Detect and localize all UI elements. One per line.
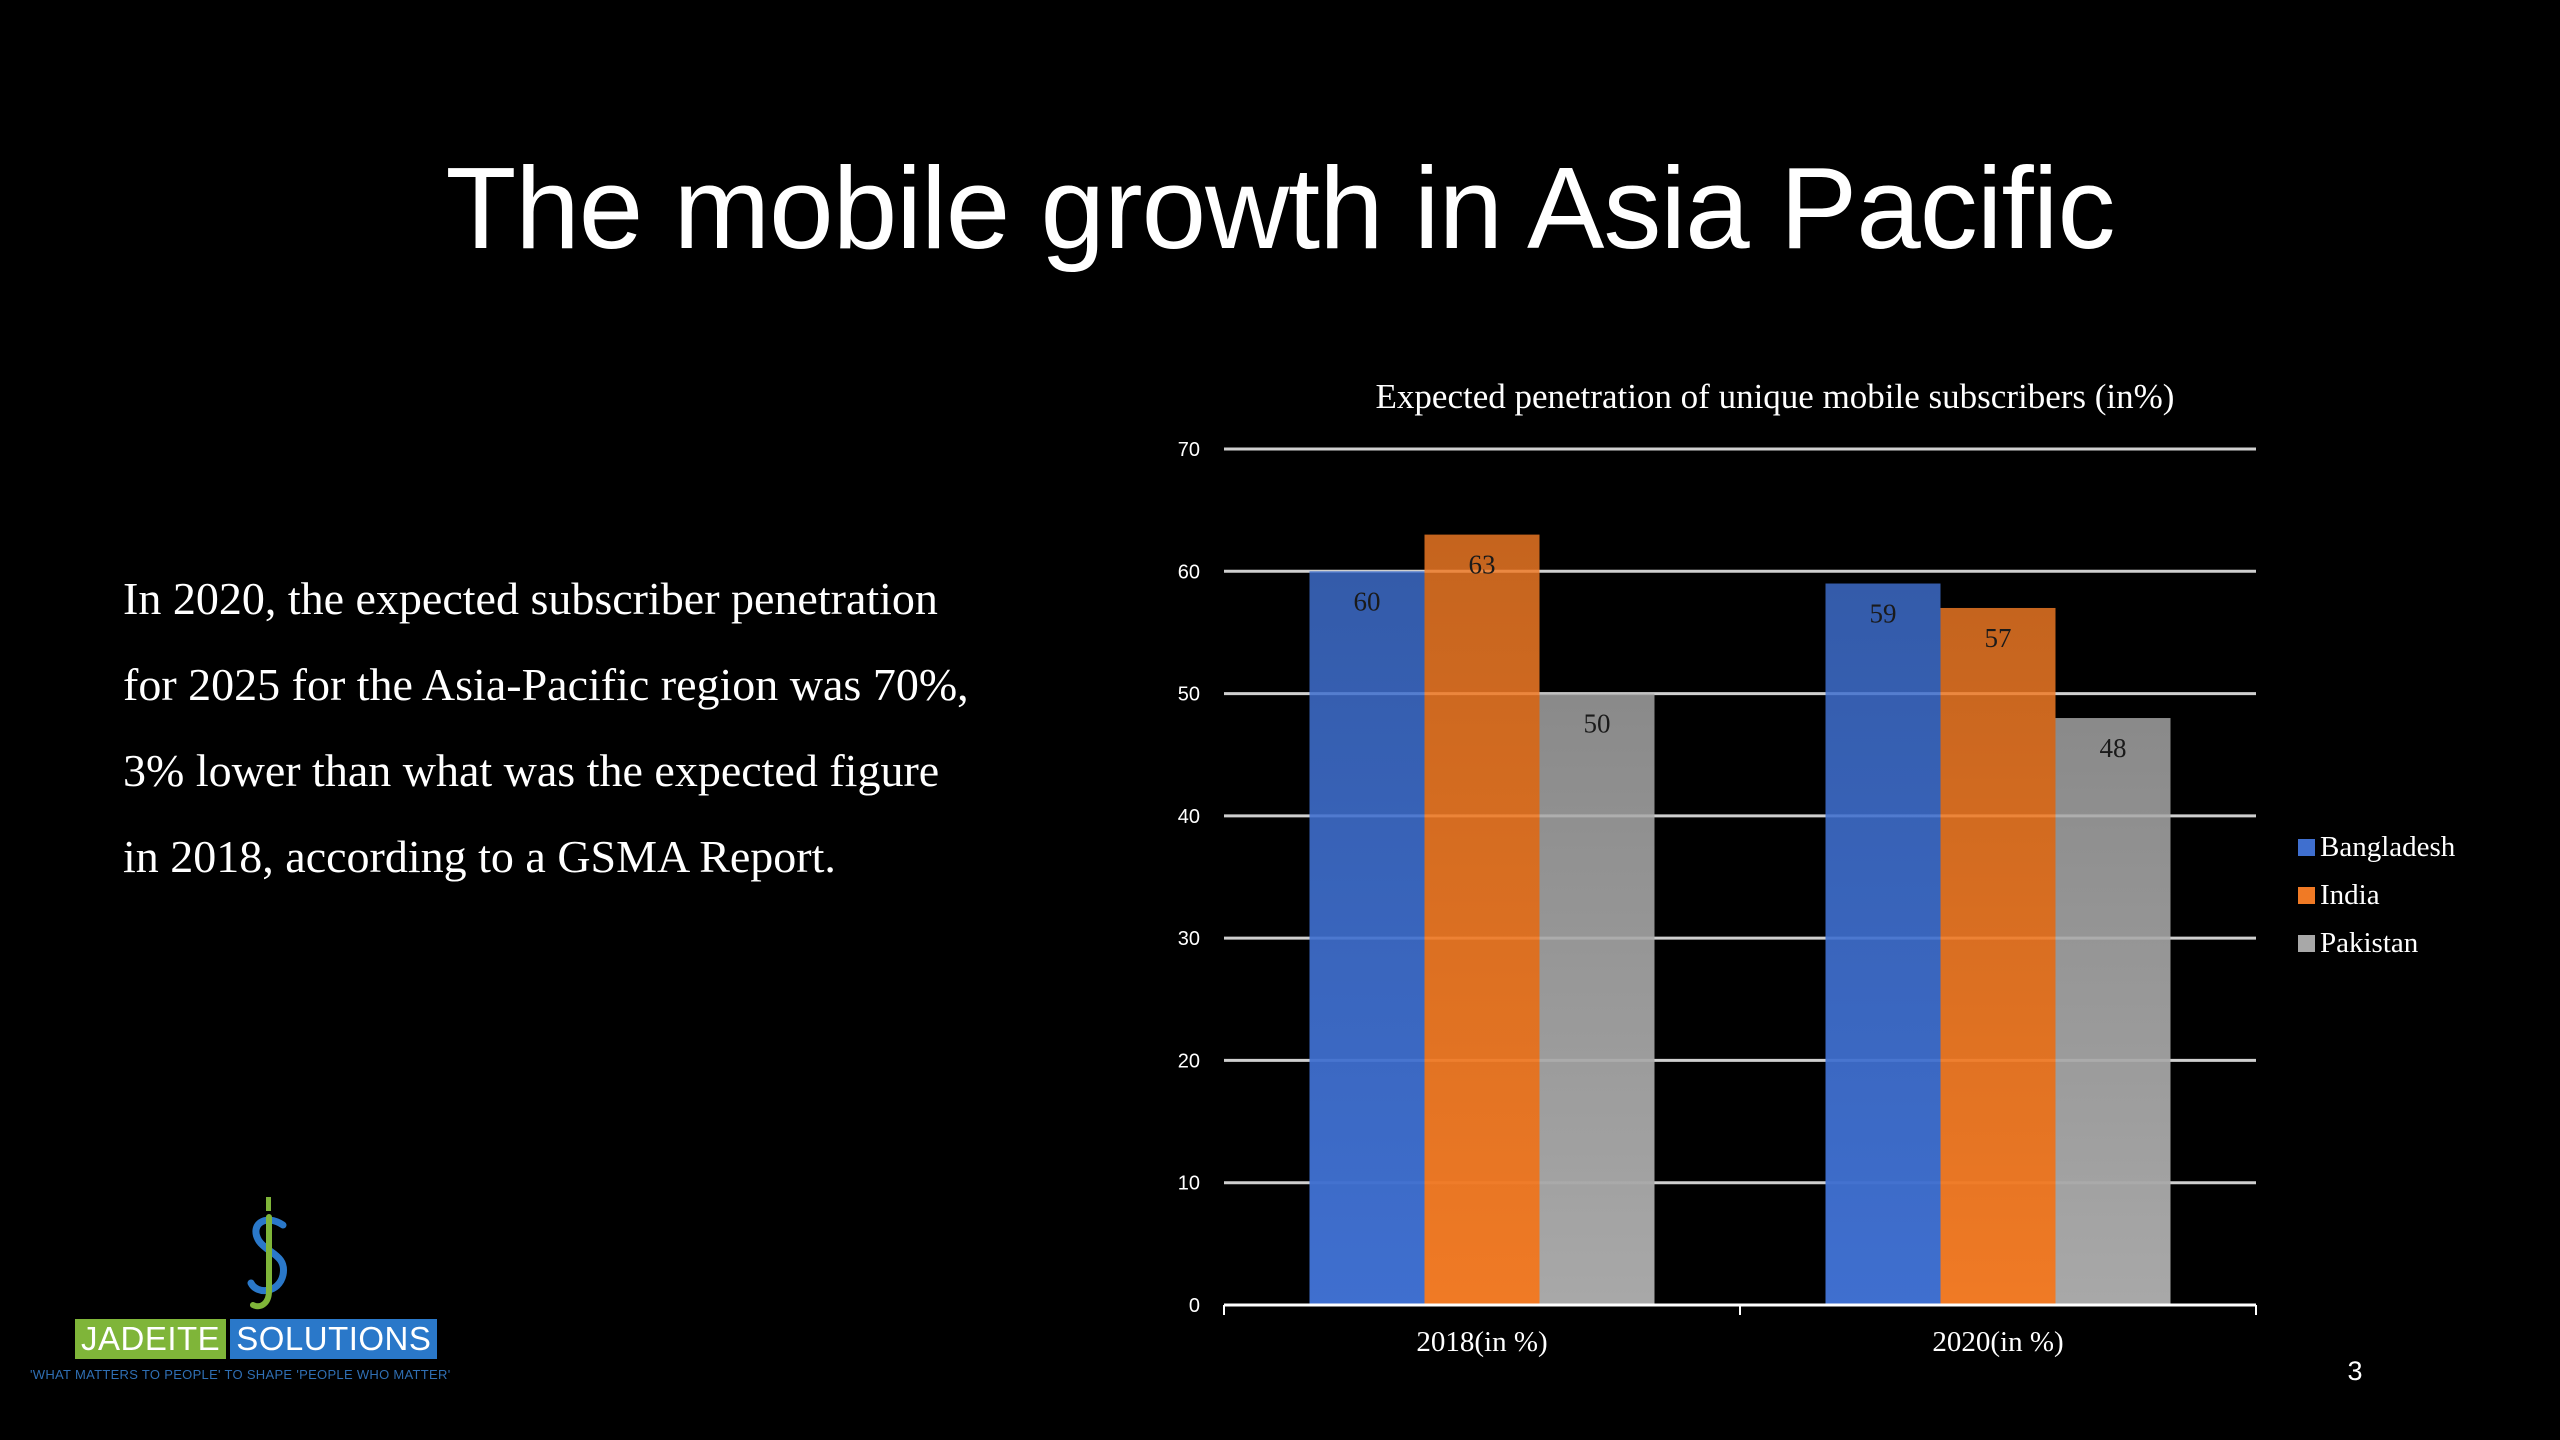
- legend-label: India: [2320, 879, 2380, 911]
- x-tick-label: 2020(in %): [1932, 1326, 2063, 1358]
- bar-bangladesh: [1309, 571, 1425, 1305]
- body-line: for 2025 for the Asia-Pacific region was…: [123, 659, 969, 710]
- page-number: 3: [2347, 1356, 2363, 1386]
- data-label: 48: [2100, 733, 2127, 763]
- legend: Bangladesh India Pakistan: [2298, 831, 2456, 959]
- logo-tagline: 'WHAT MATTERS TO PEOPLE' TO SHAPE 'PEOPL…: [30, 1367, 451, 1382]
- logo-wordmark: JADEITE SOLUTIONS: [75, 1319, 438, 1359]
- legend-swatch: [2298, 935, 2315, 952]
- logo-mark-icon: [247, 1197, 287, 1310]
- body-line: 3% lower than what was the expected figu…: [123, 745, 940, 796]
- company-logo: JADEITE SOLUTIONS 'WHAT MATTERS TO PEOPL…: [30, 1195, 490, 1395]
- x-tick-label: 2018(in %): [1416, 1326, 1547, 1358]
- data-label: 63: [1469, 550, 1496, 580]
- body-text: In 2020, the expected subscriber penetra…: [123, 556, 1043, 900]
- legend-swatch: [2298, 887, 2315, 904]
- data-label: 59: [1870, 599, 1897, 629]
- body-line: In 2020, the expected subscriber penetra…: [123, 573, 938, 624]
- axes: 0 10 20 30 40 50 60 70 2018(in %) 2020(in %): [1178, 439, 2257, 1358]
- y-tick-label: 50: [1178, 684, 1200, 706]
- bar-india: [1424, 534, 1540, 1305]
- bar-pakistan: [2055, 718, 2171, 1305]
- bar-bangladesh: [1825, 583, 1941, 1305]
- y-tick-label: 0: [1189, 1295, 1200, 1317]
- y-tick-label: 30: [1178, 928, 1200, 950]
- legend-label: Bangladesh: [2320, 831, 2456, 863]
- y-tick-label: 10: [1178, 1173, 1200, 1195]
- data-label: 57: [1985, 623, 2012, 653]
- bar-pakistan: [1539, 693, 1655, 1305]
- legend-swatch: [2298, 839, 2315, 856]
- y-tick-label: 20: [1178, 1050, 1200, 1072]
- y-tick-label: 60: [1178, 561, 1200, 583]
- slide-title: The mobile growth in Asia Pacific: [445, 143, 2115, 273]
- y-tick-label: 70: [1178, 439, 1200, 461]
- data-label: 60: [1354, 586, 1381, 616]
- body-line: in 2018, according to a GSMA Report.: [123, 831, 836, 882]
- bars: 60 63 50 59 57 48: [1309, 534, 2171, 1305]
- legend-label: Pakistan: [2320, 927, 2419, 959]
- y-tick-label: 40: [1178, 806, 1200, 828]
- bar-india: [1940, 607, 2056, 1305]
- logo-word-jadeite: JADEITE: [75, 1319, 227, 1359]
- logo-word-solutions: SOLUTIONS: [230, 1319, 438, 1359]
- data-label: 50: [1584, 709, 1611, 739]
- chart-title: Expected penetration of unique mobile su…: [1376, 377, 2175, 416]
